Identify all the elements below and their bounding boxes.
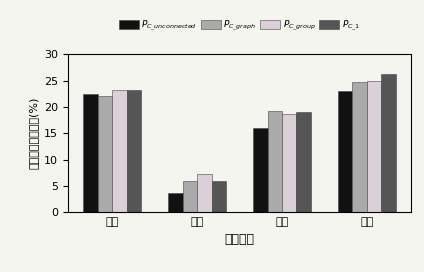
Bar — [352, 82, 367, 212]
Bar — [197, 174, 212, 212]
Bar — [84, 94, 98, 212]
Bar — [253, 128, 268, 212]
Bar — [282, 114, 296, 212]
Bar — [127, 90, 141, 212]
Bar — [296, 112, 311, 212]
Bar — [367, 81, 381, 212]
Bar — [98, 97, 112, 212]
Bar — [212, 181, 226, 212]
Bar — [112, 90, 127, 212]
Bar — [381, 74, 396, 212]
Bar — [168, 193, 183, 212]
Bar — [338, 91, 352, 212]
Bar — [268, 111, 282, 212]
Bar — [183, 181, 197, 212]
X-axis label: 样本类型: 样本类型 — [225, 233, 254, 246]
Y-axis label: 平均人脸识别误率(%): 平均人脸识别误率(%) — [28, 97, 39, 169]
Legend: $P_{C\_unconnected}$, $P_{C\_graph}$, $P_{C\_group}$, $P_{C\_1}$: $P_{C\_unconnected}$, $P_{C\_graph}$, $P… — [115, 15, 364, 36]
